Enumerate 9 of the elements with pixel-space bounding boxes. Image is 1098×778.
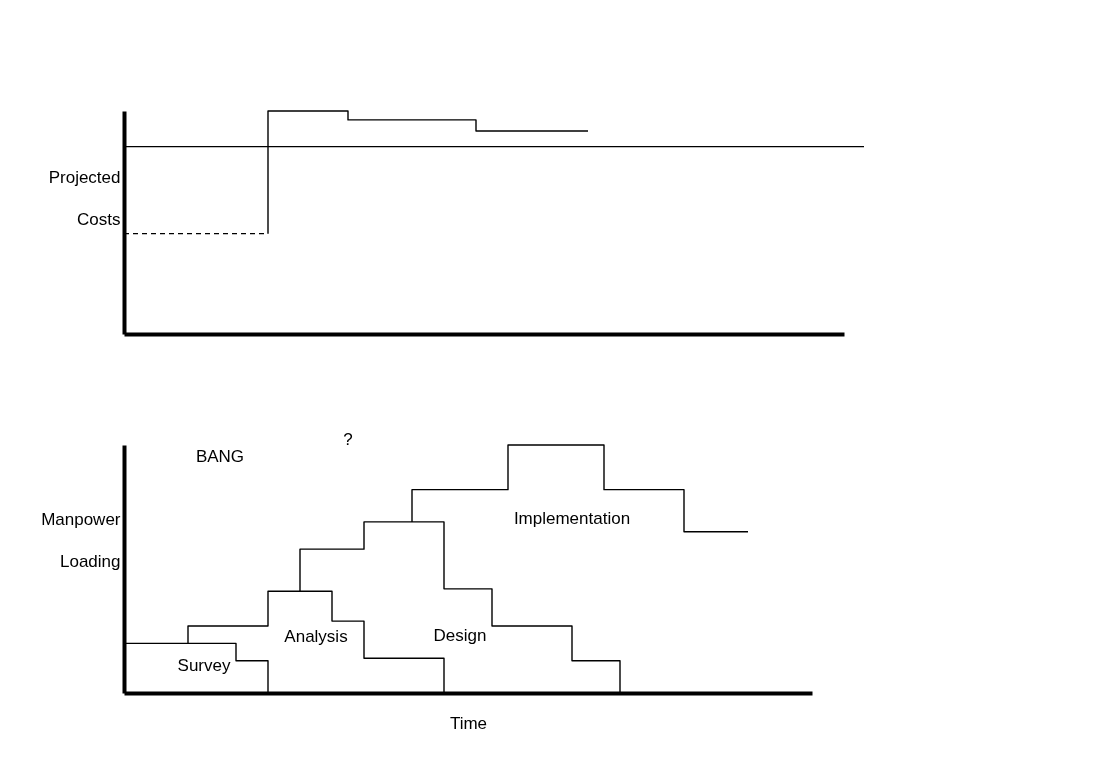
series-label: Survey <box>177 655 231 675</box>
series-label: Design <box>433 625 487 645</box>
annotation: ? <box>343 430 353 450</box>
x-axis-title: Time <box>449 713 488 733</box>
series-label: Analysis <box>284 627 348 647</box>
annotation: BANG <box>195 447 245 467</box>
text: Projected Costs <box>48 168 121 230</box>
series-label: Implementation <box>513 509 631 529</box>
text: Manpower Loading <box>41 509 121 571</box>
